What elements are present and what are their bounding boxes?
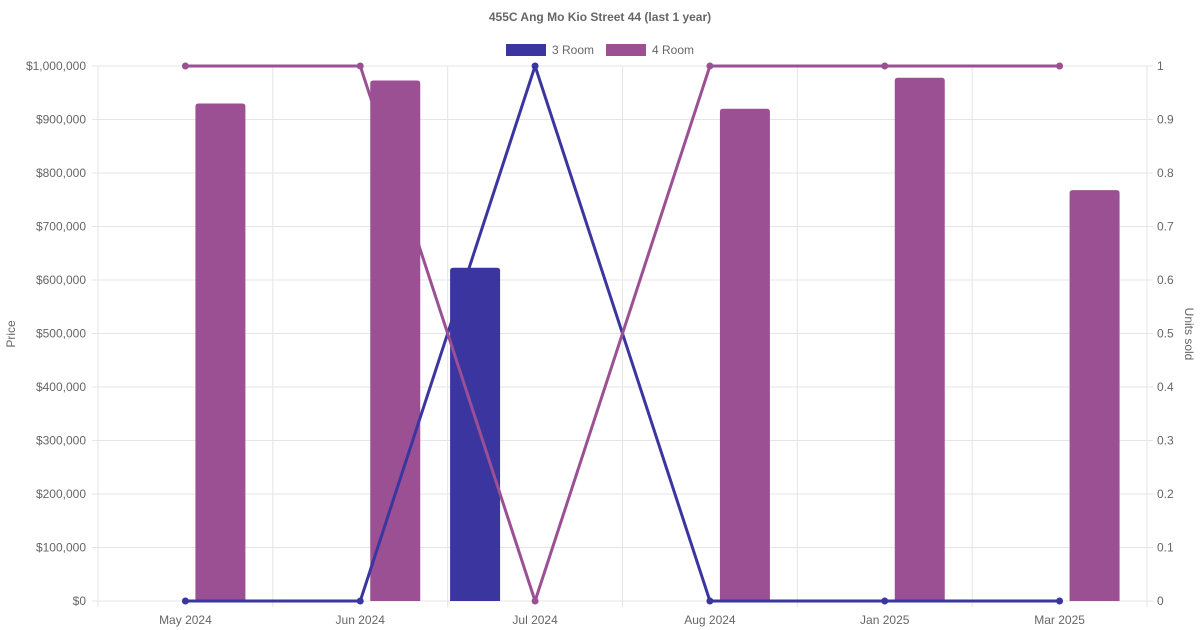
line-point[interactable]	[356, 597, 364, 605]
y-tick-label: $600,000	[36, 273, 86, 287]
lines	[181, 62, 1064, 605]
y2-tick-label: 1	[1157, 59, 1164, 73]
line-point[interactable]	[881, 62, 889, 70]
y-tick-label: $900,000	[36, 113, 86, 127]
line-point[interactable]	[531, 62, 539, 70]
y2-tick-label: 0.2	[1157, 487, 1174, 501]
y-tick-label: $500,000	[36, 327, 86, 341]
bar-4-room[interactable]	[1069, 190, 1120, 601]
x-tick-label: Mar 2025	[1034, 613, 1085, 627]
bar-4-room[interactable]	[370, 80, 421, 601]
y-axis-right: 0 0.1 0.2 0.3 0.4 0.5 0.6 0.7 0.8 0.9 1	[1157, 59, 1174, 608]
y-tick-label: $1,000,000	[26, 59, 86, 73]
y2-tick-label: 0.4	[1157, 380, 1174, 394]
x-tick-label: Jun 2024	[336, 613, 386, 627]
legend-swatch	[506, 44, 546, 56]
line-point[interactable]	[1056, 597, 1064, 605]
bar-4-room[interactable]	[195, 103, 246, 601]
line-point[interactable]	[181, 597, 189, 605]
chart-title: 455C Ang Mo Kio Street 44 (last 1 year)	[489, 10, 711, 24]
y2-tick-label: 0.9	[1157, 113, 1174, 127]
y-tick-label: $0	[73, 594, 87, 608]
x-tick-label: Jan 2025	[860, 613, 910, 627]
y2-tick-label: 0.7	[1157, 220, 1174, 234]
legend-label: 4 Room	[652, 43, 694, 57]
y-tick-label: $800,000	[36, 166, 86, 180]
y-tick-label: $100,000	[36, 541, 86, 555]
line-point[interactable]	[531, 597, 539, 605]
line-4-room	[185, 64, 1060, 603]
y2-axis-title: Units sold	[1182, 308, 1196, 361]
line-point[interactable]	[356, 62, 364, 70]
bar-3-room[interactable]	[450, 267, 501, 601]
line-point[interactable]	[706, 597, 714, 605]
x-axis: May 2024 Jun 2024 Jul 2024 Aug 2024 Jan 2025…	[159, 613, 1085, 627]
y2-tick-label: 0	[1157, 594, 1164, 608]
y-tick-label: $200,000	[36, 487, 86, 501]
bars	[195, 77, 1120, 602]
line-point[interactable]	[1056, 62, 1064, 70]
x-tick-label: May 2024	[159, 613, 212, 627]
y-axis-title: Price	[4, 320, 18, 348]
y-axis-left: $0 $100,000 $200,000 $300,000 $400,000 $500,0…	[26, 59, 86, 608]
legend-label: 3 Room	[552, 43, 594, 57]
y2-tick-label: 0.1	[1157, 541, 1174, 555]
line-point[interactable]	[706, 62, 714, 70]
y2-tick-label: 0.5	[1157, 327, 1174, 341]
line-point[interactable]	[881, 597, 889, 605]
bar-4-room[interactable]	[894, 77, 945, 601]
legend-swatch	[606, 44, 646, 56]
x-tick-label: Jul 2024	[512, 613, 558, 627]
y-tick-label: $400,000	[36, 380, 86, 394]
y2-tick-label: 0.3	[1157, 434, 1174, 448]
x-tick-label: Aug 2024	[684, 613, 736, 627]
bar-4-room[interactable]	[719, 108, 770, 602]
y-tick-label: $700,000	[36, 220, 86, 234]
y-tick-label: $300,000	[36, 434, 86, 448]
y2-tick-label: 0.6	[1157, 273, 1174, 287]
line-point[interactable]	[181, 62, 189, 70]
legend: 3 Room 4 Room	[506, 43, 694, 57]
y2-tick-label: 0.8	[1157, 166, 1174, 180]
